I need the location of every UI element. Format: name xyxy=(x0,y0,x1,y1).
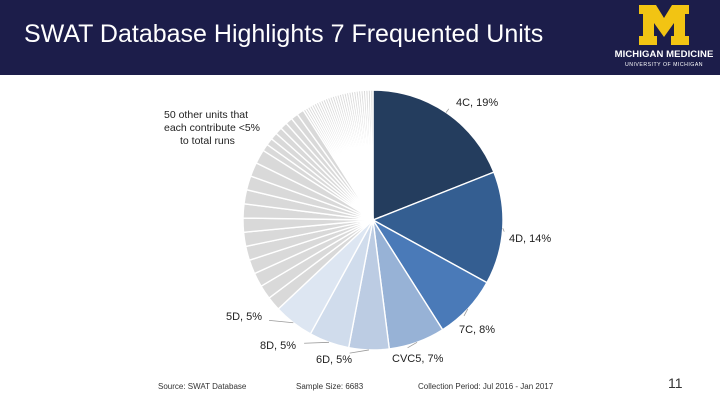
logo-text: MICHIGAN MEDICINE xyxy=(614,49,714,60)
slice-label-1: 4C, 19% xyxy=(456,97,498,109)
block-m-icon xyxy=(639,5,689,45)
leader-line-7 xyxy=(269,319,294,324)
logo-subtext: UNIVERSITY OF MICHIGAN xyxy=(624,62,704,68)
leader-line-2 xyxy=(502,228,505,232)
footer-source: Source: SWAT Database xyxy=(158,382,247,391)
slice-label-4: CVC5, 7% xyxy=(392,353,444,365)
leader-line-4 xyxy=(407,341,418,349)
other-units-label: 50 other units that each contribute <5% to… xyxy=(164,109,260,147)
michigan-medicine-logo: MICHIGAN MEDICINE UNIVERSITY OF MICHIGAN xyxy=(614,3,714,73)
pie-slice-2 xyxy=(371,171,504,284)
slice-label-6: 8D, 5% xyxy=(260,340,296,352)
leader-line-3 xyxy=(463,308,469,317)
slice-label-2: 4D, 14% xyxy=(509,233,551,245)
other-units-label-line-2: each contribute <5% xyxy=(164,122,260,134)
leader-line-1 xyxy=(445,108,450,113)
pie-slice-other-50 xyxy=(369,89,374,221)
page-title: SWAT Database Highlights 7 Frequented Un… xyxy=(24,20,544,48)
footer-collection-period: Collection Period: Jul 2016 - Jan 2017 xyxy=(418,382,554,391)
leader-line-5 xyxy=(349,349,369,354)
leader-line-6 xyxy=(304,341,329,344)
slice-label-5: 6D, 5% xyxy=(316,354,352,366)
header-bar: SWAT Database Highlights 7 Frequented Un… xyxy=(0,0,720,75)
slice-label-7: 5D, 5% xyxy=(226,311,262,323)
other-units-label-line-1: 50 other units that xyxy=(164,109,248,121)
slice-label-3: 7C, 8% xyxy=(459,324,495,336)
footer-sample-size: Sample Size: 6683 xyxy=(296,382,364,391)
page-number: 11 xyxy=(668,375,683,391)
pie-slice-1 xyxy=(372,89,495,222)
other-units-label-line-3: to total runs xyxy=(180,135,235,147)
